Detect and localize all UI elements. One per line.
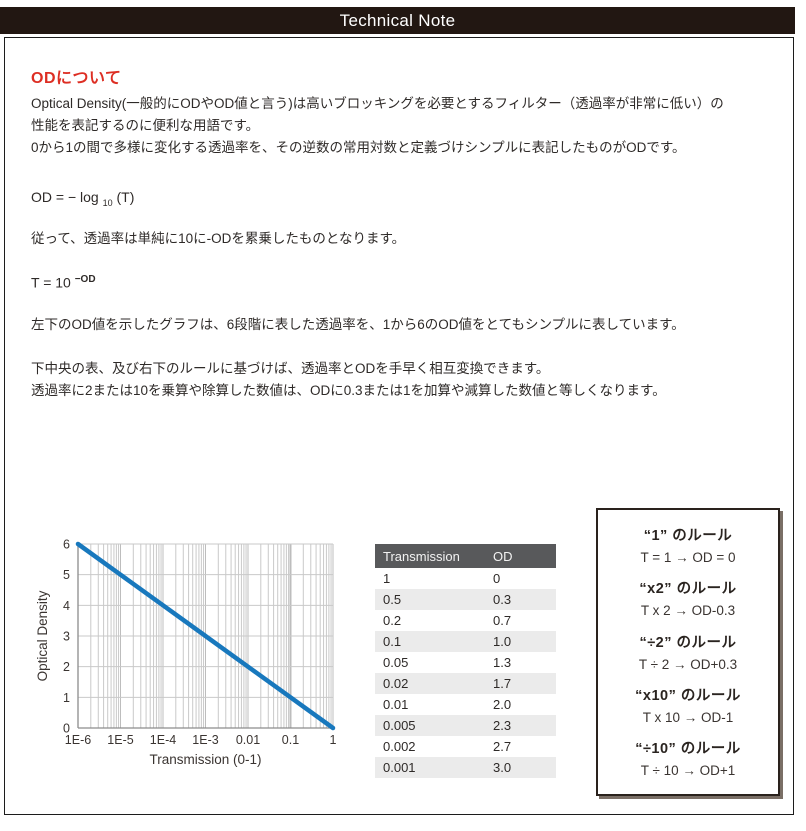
od-line-series bbox=[75, 541, 336, 731]
table-row: 0.005 2.3 bbox=[375, 715, 556, 736]
table-cell: 2.3 bbox=[485, 715, 556, 736]
svg-text:1E-5: 1E-5 bbox=[107, 733, 133, 747]
rule-1: “1” のルール T = 1 → OD = 0 bbox=[604, 524, 772, 565]
table-cell: 0.002 bbox=[383, 739, 416, 754]
paragraph-intro-line3: 0から1の間で多様に変化する透過率を、その逆数の常用対数と定義づけシンプルに表記… bbox=[31, 140, 686, 155]
table-cell: 0.01 bbox=[383, 697, 409, 712]
svg-text:1: 1 bbox=[63, 691, 70, 705]
svg-text:0.01: 0.01 bbox=[236, 733, 260, 747]
header-bar: Technical Note bbox=[0, 7, 795, 34]
transmission-od-table: Transmission OD 1 0 0.5 0.3 0.2 0.7 0.1 1.0 0.05… bbox=[375, 544, 556, 778]
paragraph-therefore: 従って、透過率は単純に10に-ODを累乗したものとなります。 bbox=[31, 231, 406, 246]
content-box: ODについて Optical Density(一般的にODやOD値と言う)は高い… bbox=[4, 37, 794, 815]
table-cell: 1.7 bbox=[485, 673, 556, 694]
rule-x10: “x10” のルール T x 10 → OD-1 bbox=[604, 684, 772, 725]
rule-div2: “÷2” のルール T ÷ 2 → OD+0.3 bbox=[604, 631, 772, 672]
table-body: 1 0 0.5 0.3 0.2 0.7 0.1 1.0 0.05 1.3 0.02 1.7 0.01 2.… bbox=[375, 568, 556, 778]
svg-text:5: 5 bbox=[63, 568, 70, 582]
svg-text:1: 1 bbox=[330, 733, 337, 747]
svg-text:6: 6 bbox=[63, 538, 70, 552]
rule-div10-formula: T ÷ 10 → OD+1 bbox=[640, 763, 736, 778]
table-row: 0.1 1.0 bbox=[375, 631, 556, 652]
table-cell: 1.3 bbox=[493, 655, 512, 670]
section-heading: ODについて bbox=[31, 70, 122, 87]
paragraph-graph-note: 左下のOD値を示したグラフは、6段階に表した透過率を、1から6のOD値をとてもシ… bbox=[31, 317, 685, 332]
rule-x2-formula: T x 2 → OD-0.3 bbox=[640, 603, 736, 619]
od-chart: 1E-6 1E-5 1E-4 1E-3 0.01 0.1 1 0 1 2 3 4 5 6 Transmiss… bbox=[21, 498, 366, 798]
table-row: 0.002 2.7 bbox=[375, 736, 556, 757]
svg-text:3: 3 bbox=[63, 630, 70, 644]
table-header: Transmission OD bbox=[375, 544, 556, 568]
svg-text:1E-6: 1E-6 bbox=[65, 733, 91, 747]
paragraph-intro-line1: Optical Density(一般的にODやOD値と言う)は高いブロッキングを… bbox=[31, 96, 724, 111]
rule-div10: “÷10” のルール T ÷ 10 → OD+1 bbox=[604, 737, 772, 778]
svg-text:1E-3: 1E-3 bbox=[192, 733, 218, 747]
table-cell: 0.05 bbox=[383, 655, 409, 670]
rule-x10-title: “x10” のルール bbox=[635, 687, 741, 704]
table-row: 0.05 1.3 bbox=[375, 652, 556, 673]
table-cell: 1 bbox=[383, 571, 391, 586]
table-cell: 0 bbox=[493, 571, 501, 586]
formula-t-superscript: −OD bbox=[74, 274, 96, 285]
rule-1-formula: T = 1 → OD = 0 bbox=[640, 550, 736, 565]
formula-od-prefix: OD = − log bbox=[31, 189, 103, 205]
table-cell: 1.0 bbox=[485, 631, 556, 652]
table-cell: 0.7 bbox=[493, 613, 512, 628]
paragraph-intro-line2: 性能を表記するのに便利な用語です。 bbox=[31, 118, 260, 133]
table-cell: 2.0 bbox=[493, 697, 512, 712]
page-title: Technical Note bbox=[339, 10, 456, 30]
svg-text:0.1: 0.1 bbox=[282, 733, 299, 747]
formula-od-suffix: (T) bbox=[112, 189, 135, 205]
table-cell: 0.005 bbox=[375, 715, 485, 736]
table-cell: 0.5 bbox=[375, 589, 485, 610]
table-row: 0.2 0.7 bbox=[375, 610, 556, 631]
table-row: 0.5 0.3 bbox=[375, 589, 556, 610]
svg-text:Optical Density: Optical Density bbox=[35, 590, 50, 681]
paragraph-rules-line2: 透過率に2または10を乗算や除算した数値は、ODに0.3または1を加算や減算した… bbox=[31, 383, 666, 398]
svg-text:Transmission (0-1): Transmission (0-1) bbox=[149, 752, 261, 767]
table-cell: 0.3 bbox=[485, 589, 556, 610]
od-chart-svg: 1E-6 1E-5 1E-4 1E-3 0.01 0.1 1 0 1 2 3 4 5 6 Transmiss… bbox=[35, 538, 337, 768]
formula-od-definition: OD = − log 10 (T) bbox=[31, 186, 773, 214]
table-row: 0.001 3.0 bbox=[375, 757, 556, 778]
rules-box: “1” のルール T = 1 → OD = 0 “x2” のルール T x 2 … bbox=[596, 508, 780, 796]
table-cell: 0.2 bbox=[383, 613, 402, 628]
svg-text:2: 2 bbox=[63, 660, 70, 674]
rule-1-title: “1” のルール bbox=[643, 528, 733, 544]
rule-x2-title: “x2” のルール bbox=[639, 581, 737, 598]
svg-text:1E-4: 1E-4 bbox=[150, 733, 176, 747]
table-header-transmission: Transmission bbox=[375, 544, 485, 568]
paragraph-rules-line1: 下中央の表、及び右下のルールに基づけば、透過率とODを手早く相互変換できます。 bbox=[31, 361, 550, 376]
table-header-od: OD bbox=[485, 544, 556, 568]
formula-od-subscript: 10 bbox=[102, 197, 113, 208]
table-cell: 3.0 bbox=[485, 757, 556, 778]
formula-transmission: T = 10 −OD bbox=[31, 269, 773, 294]
table-cell: 0.1 bbox=[375, 631, 485, 652]
paragraph-rules-note: 下中央の表、及び右下のルールに基づけば、透過率とODを手早く相互変換できます。 … bbox=[31, 358, 773, 402]
rule-x2: “x2” のルール T x 2 → OD-0.3 bbox=[604, 577, 772, 618]
svg-text:0: 0 bbox=[63, 722, 70, 736]
formula-t-prefix: T = 10 bbox=[31, 274, 75, 291]
rule-div2-formula: T ÷ 2 → OD+0.3 bbox=[638, 656, 738, 672]
table-row: 0.02 1.7 bbox=[375, 673, 556, 694]
table-cell: 2.7 bbox=[493, 739, 512, 754]
rule-div10-title: “÷10” のルール bbox=[635, 741, 741, 757]
paragraph-intro: Optical Density(一般的にODやOD値と言う)は高いブロッキングを… bbox=[31, 93, 773, 159]
svg-text:4: 4 bbox=[63, 599, 70, 613]
table-cell: 0.001 bbox=[375, 757, 485, 778]
rule-div2-title: “÷2” のルール bbox=[639, 634, 737, 651]
table-cell: 0.02 bbox=[375, 673, 485, 694]
table-row: 0.01 2.0 bbox=[375, 694, 556, 715]
rule-x10-formula: T x 10 → OD-1 bbox=[642, 709, 734, 725]
